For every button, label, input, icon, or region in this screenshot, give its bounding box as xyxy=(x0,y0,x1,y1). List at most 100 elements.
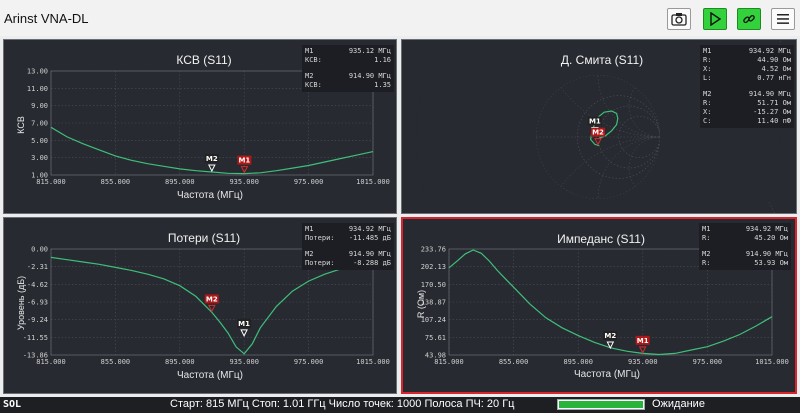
y-tick-label: 43.98 xyxy=(425,352,446,360)
marker-info-box: M1 934.92 МГц R: 45.20 Ом M2 914.90 МГц R: 5… xyxy=(699,223,791,270)
series-line xyxy=(50,256,374,355)
panel-title: Д. Смита (S11) xyxy=(560,53,644,67)
y-tick-label: 0.00 xyxy=(31,246,48,254)
y-tick-label: 233.76 xyxy=(421,246,446,254)
connect-button[interactable] xyxy=(737,8,761,30)
marker-label-bg xyxy=(591,127,605,137)
x-tick-label: 855.000 xyxy=(101,358,131,366)
marker-label: M1 xyxy=(589,118,601,126)
marker-label-bg xyxy=(635,335,650,345)
screenshot-button[interactable] xyxy=(667,8,691,30)
marker-label: M2 xyxy=(206,295,218,303)
y-tick-label: 75.61 xyxy=(425,334,446,342)
x-tick-label: 935.000 xyxy=(628,358,658,366)
x-tick-label: 1015.000 xyxy=(755,358,789,366)
marker-label-bg xyxy=(237,155,252,165)
marker-label: M1 xyxy=(637,337,649,345)
marker-triangle xyxy=(606,341,615,350)
y-tick-label: -11.55 xyxy=(23,334,48,342)
panel-title: Импеданс (S11) xyxy=(557,232,645,246)
marker-triangle xyxy=(638,346,647,354)
return-loss-chart: 815.000 855.000 895.000 935.000 975.000 1015.… xyxy=(23,246,390,367)
marker-info-box: M1 934.92 МГц Потери: -11.485 дБ M2 914.90 … xyxy=(302,223,394,270)
x-tick-label: 895.000 xyxy=(563,358,593,366)
x-tick-label: 895.000 xyxy=(165,358,195,366)
x-tick-label: 975.000 xyxy=(294,358,324,366)
y-tick-label: -2.31 xyxy=(27,263,48,271)
marker-label-bg xyxy=(603,330,618,340)
y-tick-label: 7.00 xyxy=(31,120,48,128)
title-bar: Arinst VNA-DL xyxy=(0,0,800,36)
marker-label: M1 xyxy=(238,157,250,165)
x-tick-label: 975.000 xyxy=(693,358,723,366)
x-tick-label: 855.000 xyxy=(499,358,529,366)
swr-chart: 815.000 855.000 895.000 935.000 975.000 1015.… xyxy=(27,68,390,187)
y-axis-label: КСВ xyxy=(16,116,26,134)
sweep-progress-fill xyxy=(559,401,643,408)
marker-triangle xyxy=(594,138,602,146)
y-tick-label: -4.62 xyxy=(27,281,48,289)
app-title: Arinst VNA-DL xyxy=(4,11,89,26)
panel-title: Потери (S11) xyxy=(167,231,241,245)
smith-chart-panel[interactable]: M1 M2 Д. Смита (S11) M1 934.92 МГц R: 44.90… xyxy=(401,39,797,214)
link-icon xyxy=(743,15,755,24)
x-tick-label: 1015.000 xyxy=(356,178,390,186)
y-tick-label: -13.86 xyxy=(23,352,48,360)
x-tick-label: 935.000 xyxy=(229,358,259,366)
impedance-chart: 815.000 855.000 895.000 935.000 975.000 1015.… xyxy=(421,246,789,367)
impedance-panel[interactable]: 815.000 855.000 895.000 935.000 975.000 1015.… xyxy=(401,217,797,394)
marker-triangle xyxy=(240,166,249,174)
menu-button[interactable] xyxy=(771,8,795,30)
x-axis-label: Частота (МГц) xyxy=(177,190,243,201)
calibration-mode: SOL xyxy=(3,399,22,410)
marker-label: M1 xyxy=(238,320,250,328)
device-state: Ожидание xyxy=(652,398,705,410)
status-bar: SOL Старт: 815 МГц Стоп: 1.01 ГГц Число … xyxy=(0,397,800,413)
start-sweep-button[interactable] xyxy=(703,8,727,30)
plot-frame xyxy=(50,248,374,356)
return-loss-panel[interactable]: 815.000 855.000 895.000 935.000 975.000 1015.… xyxy=(3,217,397,394)
x-tick-label: 895.000 xyxy=(165,178,195,186)
series-line xyxy=(50,126,374,175)
y-tick-label: 9.00 xyxy=(31,102,48,110)
marker-label: M2 xyxy=(206,155,218,163)
marker-label: M2 xyxy=(604,332,616,340)
y-tick-label: 138.87 xyxy=(421,299,446,307)
y-tick-label: 5.00 xyxy=(31,137,48,145)
series-line xyxy=(448,249,773,356)
marker-label-bg xyxy=(204,294,219,304)
y-axis-label: Уровень (дБ) xyxy=(16,275,26,331)
y-tick-label: 170.50 xyxy=(421,281,446,289)
x-tick-label: 815.000 xyxy=(36,178,66,186)
y-tick-label: 202.13 xyxy=(421,263,446,271)
x-axis-label: Частота (МГц) xyxy=(574,369,640,380)
marker-triangle xyxy=(208,164,216,173)
marker-triangle xyxy=(208,304,216,313)
play-icon xyxy=(710,12,722,26)
y-tick-label: 13.00 xyxy=(27,68,48,76)
y-tick-label: 11.00 xyxy=(27,85,48,93)
x-tick-label: 815.000 xyxy=(36,358,66,366)
x-tick-label: 855.000 xyxy=(101,178,131,186)
marker-label: M2 xyxy=(592,129,604,137)
y-axis-label: R (Ом) xyxy=(416,289,426,319)
marker-triangle xyxy=(240,329,248,337)
y-tick-label: 3.00 xyxy=(31,154,48,162)
marker-label-bg xyxy=(237,318,252,328)
panel-title: КСВ (S11) xyxy=(176,53,232,67)
y-tick-label: -6.93 xyxy=(27,299,48,307)
smith-mask xyxy=(416,40,780,213)
x-axis-label: Частота (МГц) xyxy=(177,370,243,381)
sweep-progress-bar xyxy=(557,399,645,410)
plot-frame xyxy=(50,70,374,176)
sweep-settings: Старт: 815 МГц Стоп: 1.01 ГГц Число точе… xyxy=(170,398,515,410)
y-tick-label: 1.00 xyxy=(31,172,48,180)
x-tick-label: 975.000 xyxy=(294,178,324,186)
swr-panel[interactable]: 815.000 855.000 895.000 935.000 975.000 1015.… xyxy=(3,39,397,214)
x-tick-label: 1015.000 xyxy=(356,358,390,366)
y-tick-label: -9.24 xyxy=(27,316,48,324)
marker-label-bg xyxy=(204,153,219,163)
x-tick-label: 815.000 xyxy=(434,358,464,366)
plot-frame xyxy=(448,248,773,356)
hamburger-icon xyxy=(777,14,789,24)
